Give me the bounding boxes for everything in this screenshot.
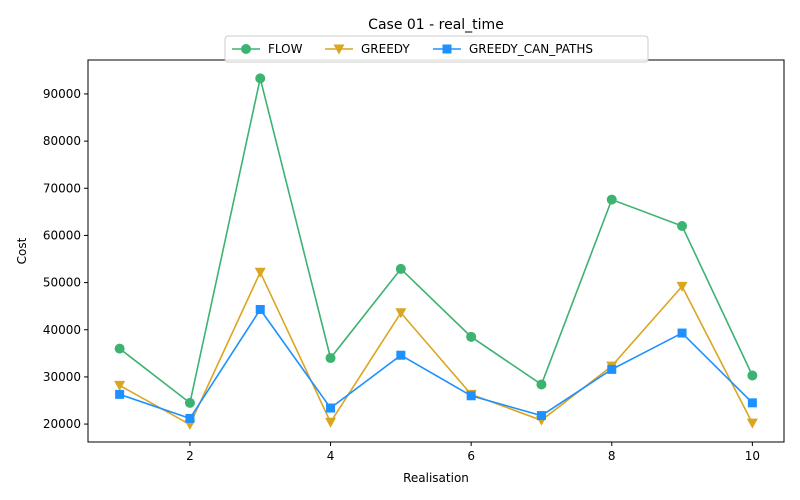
- y-tick-label: 50000: [43, 276, 81, 290]
- data-point-greedy-can-paths: [185, 413, 195, 423]
- series-line-greedy-can-paths: [119, 308, 753, 420]
- data-point-greedy-can-paths: [536, 411, 546, 421]
- x-tick-label: 10: [745, 449, 760, 463]
- legend-marker-greedy: [333, 44, 345, 55]
- data-point-greedy-can-paths: [466, 391, 476, 401]
- data-point-greedy: [676, 281, 688, 292]
- y-tick-label: 90000: [43, 87, 81, 101]
- legend-label-greedy: GREEDY: [361, 42, 410, 56]
- x-tick-label: 6: [467, 449, 475, 463]
- y-tick-label: 70000: [43, 181, 81, 195]
- legend-label-flow: FLOW: [268, 42, 303, 56]
- chart-title: Case 01 - real_time: [368, 17, 504, 33]
- x-tick-label: 4: [327, 449, 335, 463]
- legend-marker-greedy-can-paths: [442, 44, 452, 54]
- y-tick-label: 30000: [43, 370, 81, 384]
- data-point-greedy-can-paths: [255, 304, 265, 314]
- data-point-greedy-can-paths: [607, 364, 617, 374]
- y-tick-label: 40000: [43, 323, 81, 337]
- data-point-greedy-can-paths: [115, 389, 125, 399]
- legend-entry-greedy-can-paths: GREEDY_CAN_PATHS: [433, 42, 593, 56]
- data-point-greedy: [325, 417, 337, 428]
- x-axis-label: Realisation: [403, 471, 469, 485]
- data-point-flow: [536, 379, 547, 390]
- legend: FLOW GREEDY GREEDY_CAN_PATHS: [224, 35, 649, 63]
- y-axis-label: Cost: [15, 237, 29, 264]
- series-greedy-can-paths: [115, 304, 757, 423]
- series-layer: [114, 73, 758, 431]
- x-tick-label: 8: [608, 449, 616, 463]
- y-tick-label: 80000: [43, 134, 81, 148]
- data-point-flow: [747, 370, 758, 381]
- data-point-flow: [114, 343, 125, 354]
- data-point-greedy-can-paths: [677, 328, 687, 338]
- legend-entry-flow: FLOW: [232, 42, 303, 56]
- y-tick-label: 60000: [43, 228, 81, 242]
- data-point-flow: [325, 353, 336, 364]
- data-point-greedy-can-paths: [326, 403, 336, 413]
- data-point-flow: [677, 221, 688, 232]
- x-tick-label: 2: [186, 449, 194, 463]
- x-axis: 2 4 6 8 10: [186, 442, 760, 463]
- data-point-greedy: [395, 308, 407, 319]
- data-point-greedy: [746, 418, 758, 429]
- legend-entry-greedy: GREEDY: [325, 42, 410, 56]
- y-tick-label: 20000: [43, 417, 81, 431]
- data-point-flow: [606, 194, 617, 205]
- series-flow: [114, 73, 758, 408]
- y-axis: 20000 30000 40000 50000 60000 70000 80000 90000: [43, 87, 88, 431]
- data-point-flow: [255, 73, 266, 84]
- series-line-greedy: [119, 270, 754, 426]
- data-point-greedy: [114, 380, 126, 391]
- data-point-flow: [184, 397, 195, 408]
- series-line-flow: [119, 78, 754, 405]
- data-point-flow: [466, 331, 477, 342]
- data-point-flow: [395, 263, 406, 274]
- data-point-greedy-can-paths: [396, 350, 406, 360]
- legend-marker-flow: [241, 44, 251, 54]
- data-point-greedy: [254, 267, 266, 278]
- legend-label-greedy-can-paths: GREEDY_CAN_PATHS: [469, 42, 593, 56]
- data-point-greedy-can-paths: [747, 398, 757, 408]
